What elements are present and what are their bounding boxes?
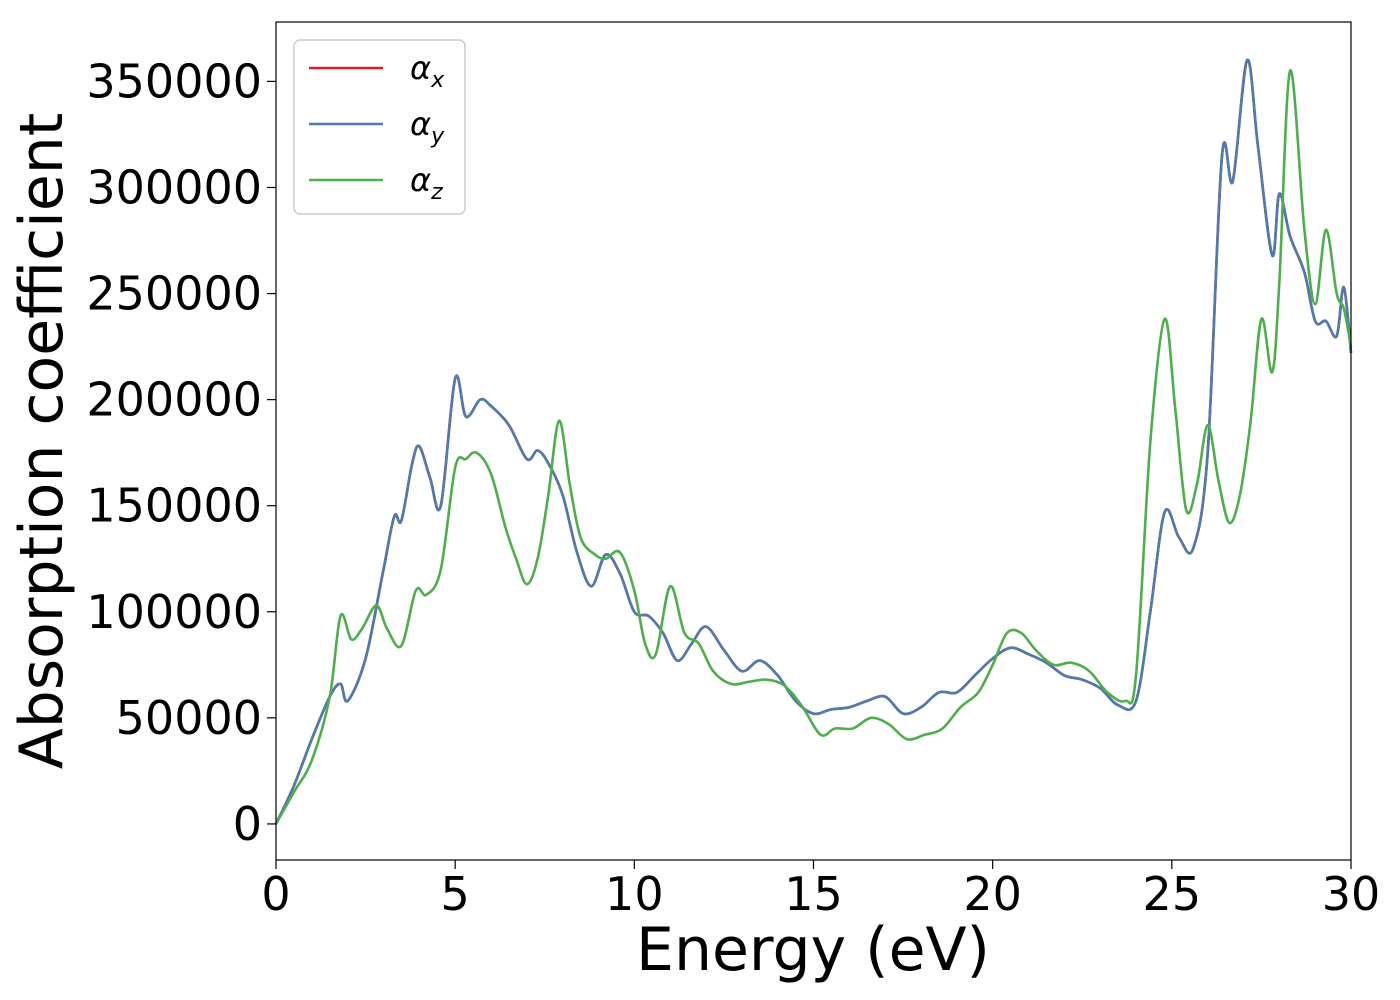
y-tick-label: 100000 bbox=[86, 585, 262, 639]
series-line-y bbox=[274, 58, 1353, 825]
y-tick-label: 350000 bbox=[86, 54, 262, 108]
legend-label-z: αz bbox=[410, 161, 443, 205]
y-tick-label: 50000 bbox=[116, 691, 262, 745]
plot-area bbox=[274, 58, 1353, 825]
legend: αx αy αz bbox=[293, 39, 466, 215]
y-tick-label: 150000 bbox=[86, 479, 262, 533]
y-tick-label: 0 bbox=[233, 797, 262, 851]
y-axis-label: Absorption coefficient bbox=[7, 113, 77, 770]
x-axis: 0 5 10 15 20 25 30 bbox=[261, 860, 1380, 921]
legend-label-y: αy bbox=[410, 105, 445, 149]
y-axis: 0 50000 100000 150000 200000 250000 300000 3500… bbox=[86, 54, 276, 851]
x-tick-label: 25 bbox=[1143, 867, 1202, 921]
x-tick-label: 15 bbox=[784, 867, 843, 921]
x-tick-label: 0 bbox=[261, 867, 290, 921]
y-tick-label: 250000 bbox=[86, 267, 262, 321]
x-axis-label: Energy (eV) bbox=[636, 915, 990, 985]
legend-box bbox=[293, 39, 466, 215]
legend-label-x: αx bbox=[410, 49, 445, 93]
x-tick-label: 5 bbox=[441, 867, 470, 921]
y-tick-label: 200000 bbox=[86, 373, 262, 427]
series-line-z bbox=[274, 69, 1353, 825]
y-tick-label: 300000 bbox=[86, 160, 262, 214]
x-tick-label: 10 bbox=[605, 867, 664, 921]
x-tick-label: 20 bbox=[963, 867, 1022, 921]
x-tick-label: 30 bbox=[1322, 867, 1381, 921]
